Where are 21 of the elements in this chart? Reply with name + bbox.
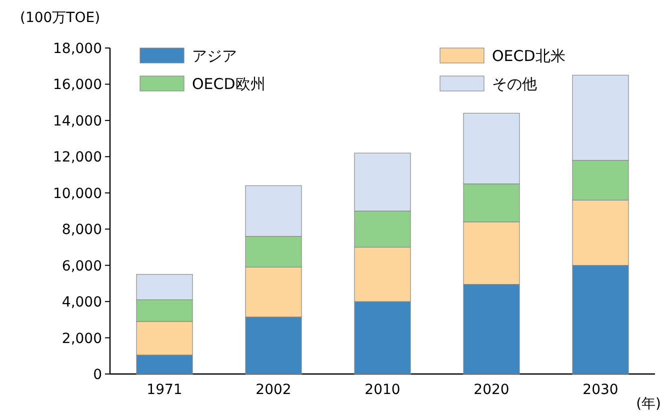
y-tick-label: 6,000 <box>62 258 102 274</box>
x-axis-title: (年) <box>636 396 661 412</box>
legend-label: OECD北米 <box>492 47 566 65</box>
y-tick-label: 10,000 <box>53 186 102 202</box>
legend-label: OECD欧州 <box>192 75 266 93</box>
y-tick-label: 16,000 <box>53 77 102 94</box>
y-tick-label: 8,000 <box>62 222 102 238</box>
y-tick-label: 0 <box>93 367 102 383</box>
y-tick-label: 18,000 <box>53 41 102 57</box>
y-tick-label: 12,000 <box>53 150 102 166</box>
x-tick-label: 2010 <box>364 382 400 398</box>
y-axis-title: (100万TOE) <box>20 10 100 26</box>
y-tick-label: 14,000 <box>53 113 102 130</box>
x-tick-label: 2020 <box>474 382 510 398</box>
legend-label: アジア <box>192 47 237 65</box>
legend-label: その他 <box>492 75 537 93</box>
y-tick-label: 4,000 <box>62 294 102 311</box>
y-tick-label: 2,000 <box>62 330 102 347</box>
x-tick-label: 2002 <box>256 382 292 398</box>
x-tick-label: 2030 <box>582 382 618 398</box>
x-tick-label: 1971 <box>146 382 182 398</box>
